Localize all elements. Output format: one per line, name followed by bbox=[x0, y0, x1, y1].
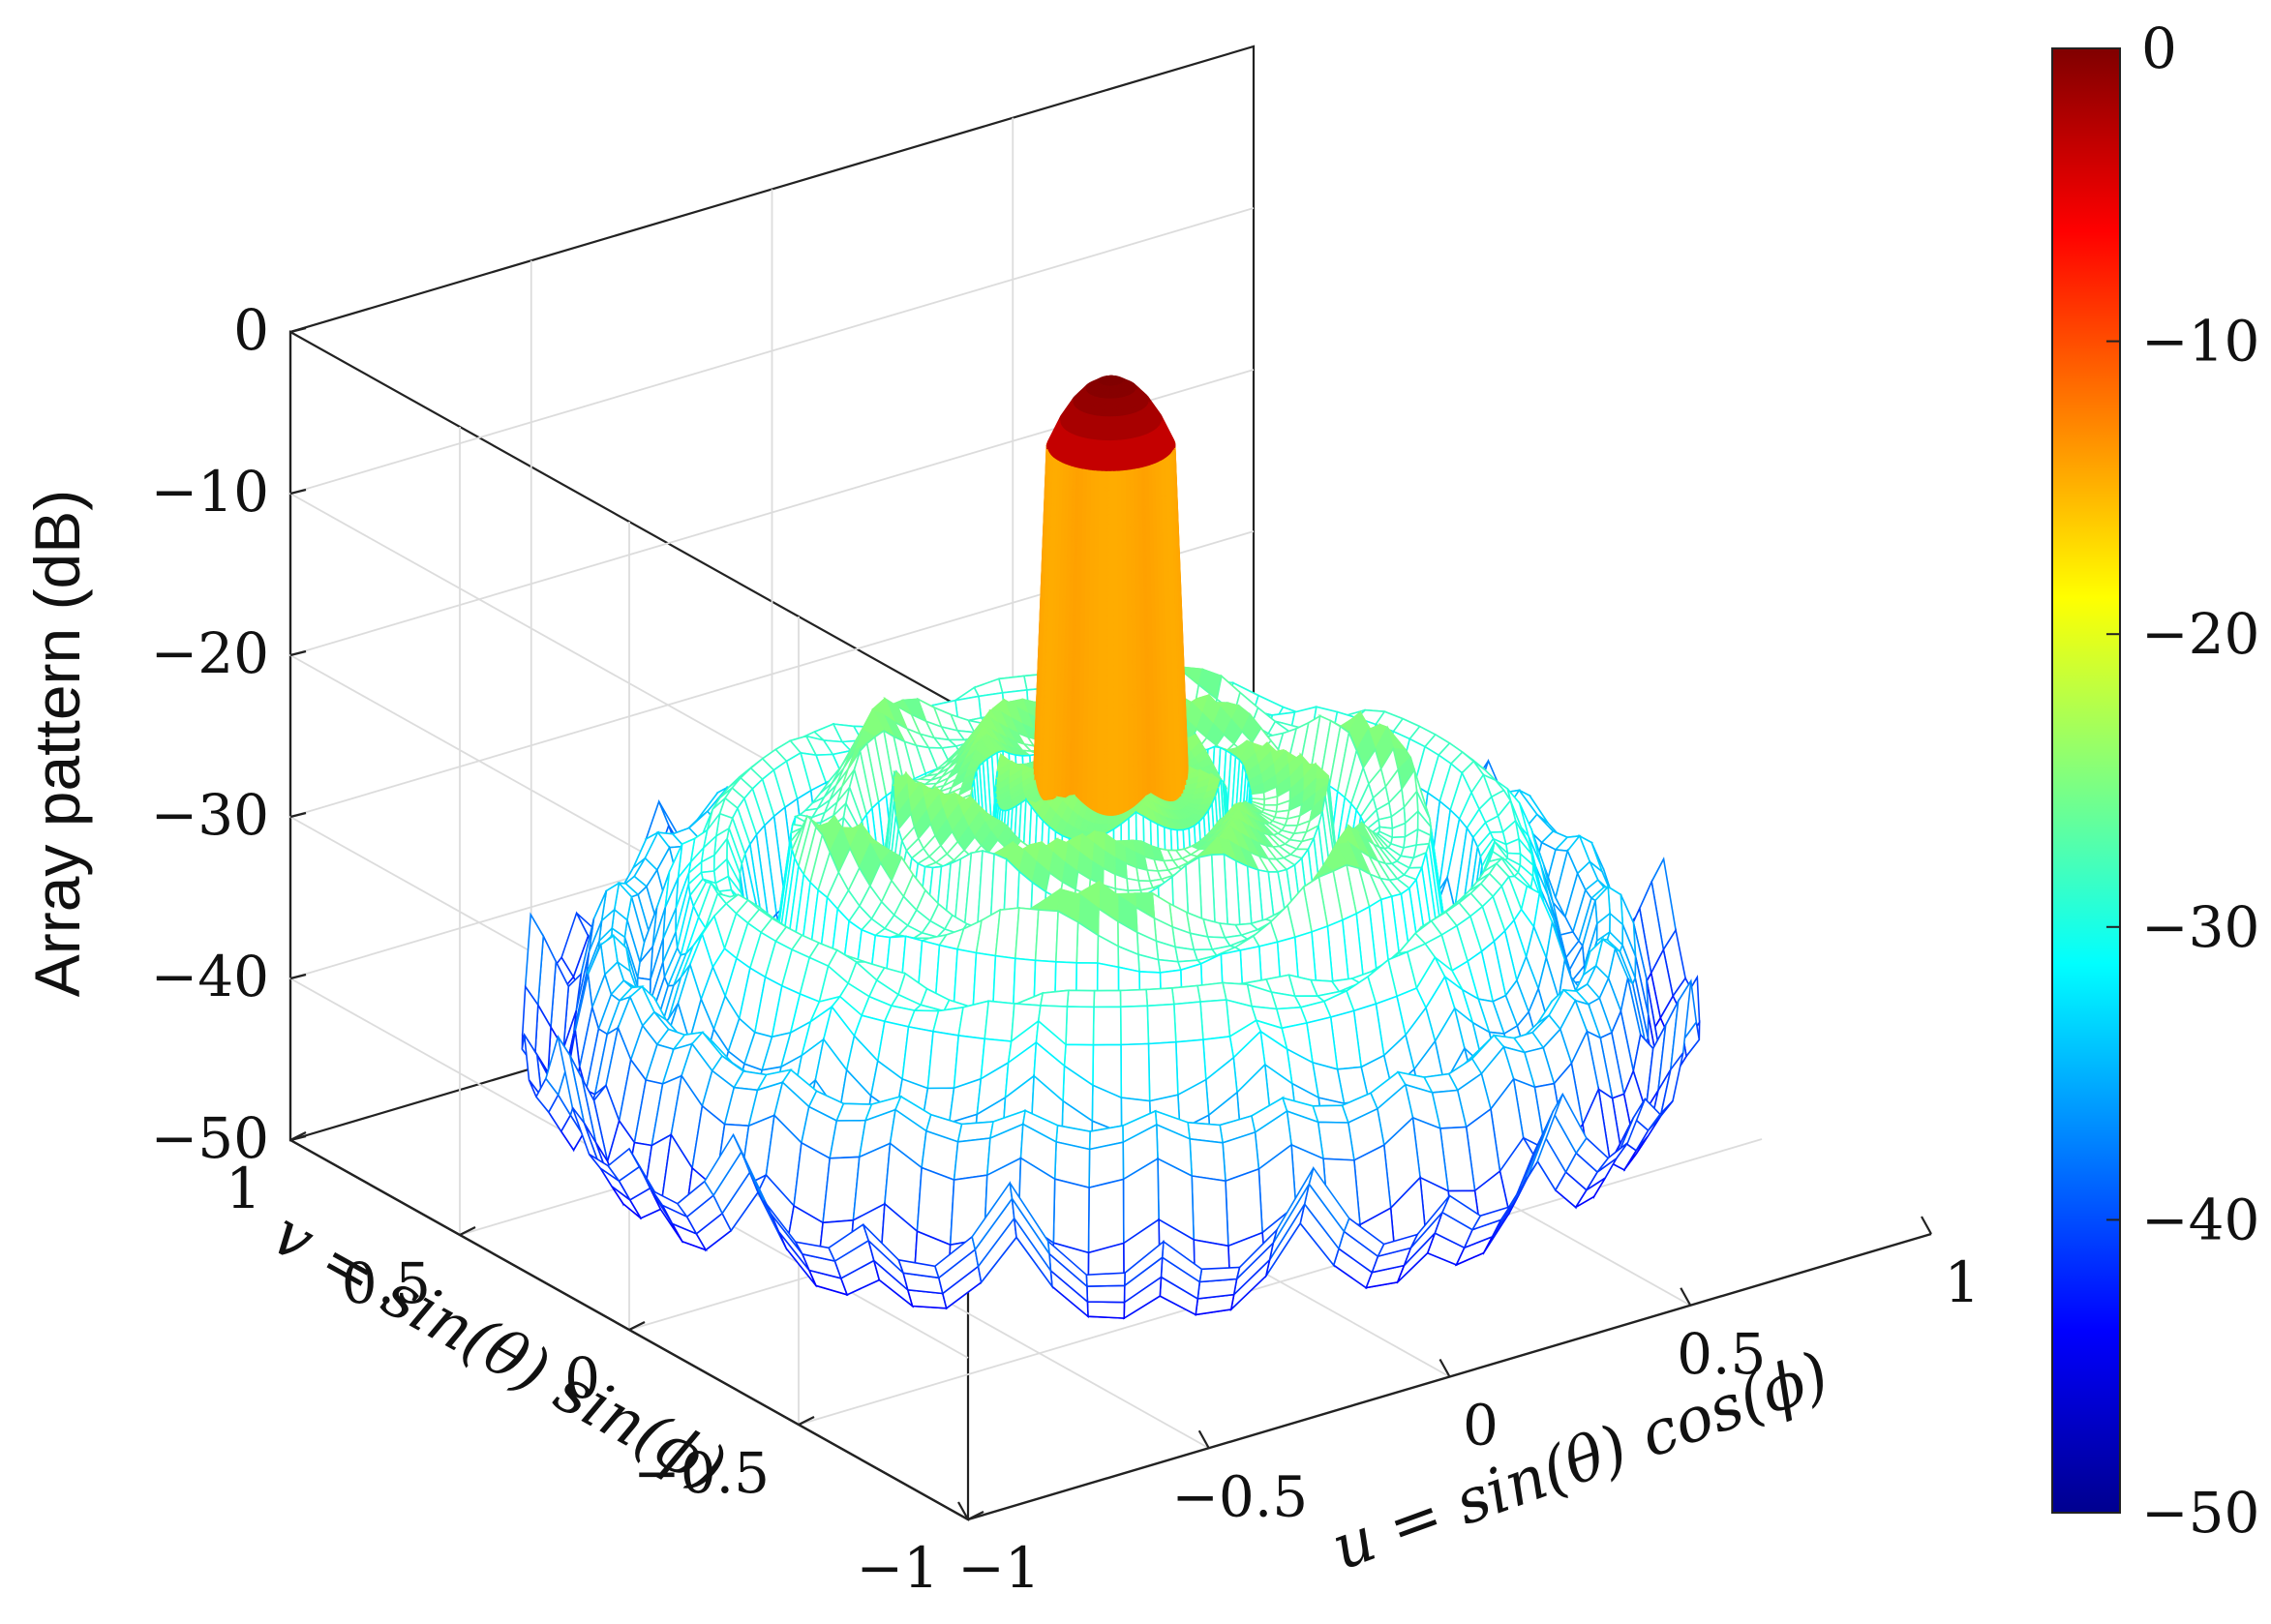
colorbar-tick-label: −10 bbox=[2141, 309, 2259, 375]
colorbar-gradient bbox=[2052, 48, 2120, 1513]
colorbar-tick-label: −50 bbox=[2141, 1480, 2259, 1546]
z-tick-label: −30 bbox=[151, 782, 269, 848]
z-tick-mark bbox=[290, 490, 306, 494]
z-tick-mark bbox=[290, 975, 306, 978]
z-tick-mark bbox=[290, 813, 306, 817]
surface-patch bbox=[1175, 947, 1197, 961]
z-tick-mark bbox=[290, 651, 306, 655]
surface-patch bbox=[1041, 990, 1069, 1007]
surface-patch bbox=[1053, 1179, 1089, 1252]
surface-patch bbox=[1087, 1285, 1125, 1302]
surface-patch bbox=[1036, 910, 1059, 962]
x-axis-label: u = sin(θ) cos(ϕ) bbox=[1323, 1338, 1838, 1584]
x-tick-label: −0.5 bbox=[1171, 1463, 1308, 1529]
z-axis-ticks: −50−40−30−20−100 bbox=[151, 297, 306, 1171]
surface-patch bbox=[958, 1001, 988, 1038]
z-tick-label: 0 bbox=[233, 297, 269, 363]
surface-patch bbox=[1199, 1268, 1239, 1282]
surface-patch bbox=[1086, 1273, 1125, 1286]
y-tick-label: −1 bbox=[857, 1535, 940, 1601]
surface-patch bbox=[1120, 990, 1147, 1007]
surface-patch bbox=[1015, 908, 1039, 960]
surface-patch bbox=[1174, 1002, 1203, 1042]
surface-patch bbox=[1067, 990, 1094, 1007]
surface-patch bbox=[1146, 988, 1174, 1006]
colorbar-tick-label: −40 bbox=[2141, 1187, 2259, 1252]
surface-patch bbox=[954, 1138, 990, 1180]
x-tick-mark bbox=[1922, 1217, 1931, 1234]
z-tick-label: −10 bbox=[151, 459, 269, 525]
surface-patch bbox=[1200, 1000, 1230, 1039]
surface-patch bbox=[1127, 879, 1140, 891]
surface-patch bbox=[1087, 1302, 1124, 1318]
surface-patch bbox=[1121, 1006, 1149, 1044]
colorbar-tick-label: −20 bbox=[2141, 601, 2259, 667]
y-axis-label: v = sin(θ) sin(ϕ) bbox=[260, 1198, 737, 1506]
x-tick-label: 1 bbox=[1945, 1249, 1981, 1315]
surface-patch bbox=[1149, 1042, 1178, 1101]
surface-mesh bbox=[522, 376, 1699, 1318]
surface-patch bbox=[1089, 1180, 1124, 1253]
surface-patch bbox=[1094, 991, 1121, 1007]
surface-patch bbox=[984, 1001, 1014, 1041]
surface-patch bbox=[1147, 1005, 1176, 1044]
surface-patch bbox=[927, 1032, 958, 1089]
z-axis-label: Array pattern (dB) bbox=[21, 490, 93, 998]
surface-patch bbox=[1197, 983, 1226, 1003]
colorbar-tick-label: 0 bbox=[2141, 15, 2177, 81]
colorbar: 0 −10 −20 −30 −40 −50 bbox=[2052, 15, 2259, 1546]
z-tick-label: −40 bbox=[151, 944, 269, 1009]
z-tick-label: −20 bbox=[151, 620, 269, 686]
colorbar-ticks: 0 −10 −20 −30 −40 −50 bbox=[2106, 15, 2259, 1546]
surface-patch bbox=[1318, 1122, 1354, 1159]
y-tick-label: 1 bbox=[226, 1156, 261, 1221]
surface-patch bbox=[1121, 1044, 1150, 1101]
surface-patch bbox=[1093, 1007, 1121, 1044]
x-tick-label: 0 bbox=[1463, 1393, 1499, 1459]
surface-patch bbox=[1192, 1176, 1228, 1246]
colorbar-tick-label: −30 bbox=[2141, 894, 2259, 960]
surface-patch bbox=[1066, 1007, 1094, 1045]
x-tick-label: −1 bbox=[957, 1535, 1041, 1601]
surface-patch bbox=[1190, 1139, 1226, 1181]
